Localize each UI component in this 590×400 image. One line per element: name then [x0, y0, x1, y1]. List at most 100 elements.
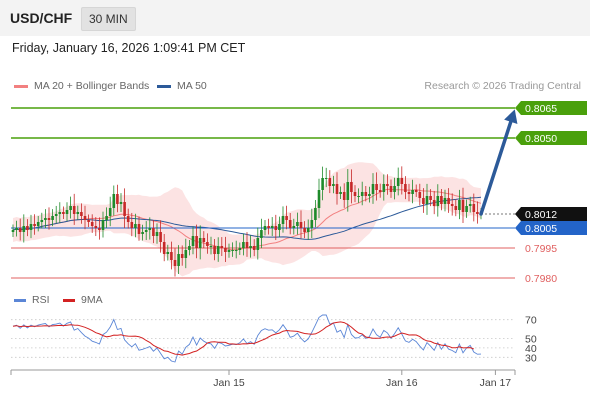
- candle-body: [195, 236, 198, 248]
- candle-body: [454, 206, 458, 210]
- candle-body: [418, 192, 422, 198]
- level-tag-0.8050: [515, 131, 587, 145]
- candle-body: [123, 202, 126, 216]
- candle-body: [260, 230, 263, 238]
- candle-body: [119, 202, 123, 204]
- legend-ma50: MA 50: [157, 80, 207, 92]
- level-label-0.8005: 0.8005: [525, 223, 557, 235]
- candle-body: [368, 194, 371, 196]
- candle-body: [234, 250, 238, 251]
- candle-body: [249, 246, 252, 248]
- candle-body: [26, 226, 29, 230]
- candle-body: [468, 204, 472, 206]
- candle-body: [314, 208, 317, 220]
- legend-rsi-ma-label: 9MA: [81, 294, 103, 306]
- candle-body: [220, 246, 224, 248]
- legend-ma20: MA 20 + Bollinger Bands: [14, 80, 149, 92]
- candle-body: [105, 216, 108, 220]
- candle-body: [443, 198, 447, 204]
- candle-body: [130, 222, 134, 228]
- candle-body: [216, 246, 220, 254]
- candle-body: [144, 230, 148, 232]
- candle-body: [58, 212, 62, 214]
- candle-body: [296, 222, 299, 226]
- candle-body: [69, 206, 72, 210]
- rsi-tick-50: 50: [525, 334, 537, 346]
- ma20-swatch: [14, 84, 28, 88]
- ma50-swatch: [157, 84, 171, 88]
- candle-body: [321, 178, 324, 190]
- candle-body: [202, 238, 206, 242]
- projection-arrow-shaft: [479, 116, 514, 216]
- candle-body: [36, 222, 40, 226]
- candle-body: [206, 242, 209, 246]
- candle-body: [141, 232, 144, 234]
- candle-body: [44, 218, 47, 220]
- candle-body: [303, 228, 306, 232]
- symbol-title: USD/CHF: [10, 10, 73, 26]
- timeframe-button[interactable]: 30 MIN: [81, 7, 136, 31]
- candle-body: [213, 246, 216, 254]
- candle-body: [18, 228, 22, 232]
- candle-body: [414, 190, 418, 192]
- x-tick-label: Jan 15: [213, 377, 245, 389]
- level-tag-0.8012: [515, 207, 587, 221]
- candle-body: [29, 224, 33, 230]
- rsi-ma-swatch: [63, 298, 75, 302]
- candle-body: [159, 232, 162, 242]
- candle-body: [238, 248, 242, 250]
- candle-body: [22, 226, 26, 232]
- candle-body: [191, 236, 195, 246]
- candle-body: [72, 206, 76, 214]
- candle-body: [184, 250, 188, 258]
- candle-body: [386, 184, 389, 186]
- candle-body: [126, 216, 130, 222]
- candle-body: [112, 194, 116, 208]
- candle-body: [346, 182, 350, 200]
- candle-body: [306, 228, 310, 232]
- legend-ma50-label: MA 50: [177, 80, 207, 92]
- candle-body: [378, 190, 382, 192]
- candle-body: [278, 224, 281, 230]
- candle-body: [458, 200, 461, 210]
- candle-body: [148, 228, 152, 230]
- candle-body: [393, 186, 396, 192]
- rsi-swatch: [14, 298, 26, 302]
- candle-body: [339, 192, 342, 194]
- candle-body: [263, 226, 267, 230]
- level-labels: 0.8065 0.8050 0.8012 0.8005 0.7995 0.7980: [515, 101, 587, 285]
- candle-body: [288, 220, 292, 228]
- candle-body: [461, 200, 465, 212]
- candle-body: [170, 252, 173, 260]
- candle-body: [342, 192, 346, 200]
- candle-body: [11, 230, 15, 232]
- legend-ma20-label: MA 20 + Bollinger Bands: [34, 80, 150, 92]
- level-lines: [11, 107, 515, 279]
- candle-body: [252, 246, 256, 250]
- candle-body: [177, 254, 180, 266]
- candle-body: [400, 178, 404, 184]
- candle-body: [396, 178, 400, 186]
- rsi-tick-40: 40: [525, 343, 537, 355]
- candle-body: [335, 184, 339, 194]
- candle-body: [47, 218, 51, 220]
- candle-body: [108, 208, 112, 216]
- candle-body: [353, 192, 357, 196]
- candle-body: [90, 222, 94, 226]
- candle-body: [188, 246, 191, 250]
- candle-body: [33, 224, 36, 226]
- candle-body: [472, 204, 476, 212]
- candle-body: [411, 190, 414, 194]
- candle-body: [180, 254, 184, 258]
- candles: [11, 166, 483, 277]
- candle-body: [80, 212, 83, 216]
- candle-body: [422, 198, 425, 204]
- rsi-tick-70: 70: [525, 315, 537, 327]
- candle-body: [371, 184, 375, 194]
- candle-body: [155, 232, 159, 236]
- candle-body: [152, 228, 155, 236]
- candle-body: [137, 224, 141, 234]
- candle-body: [173, 260, 177, 266]
- candle-body: [40, 220, 44, 222]
